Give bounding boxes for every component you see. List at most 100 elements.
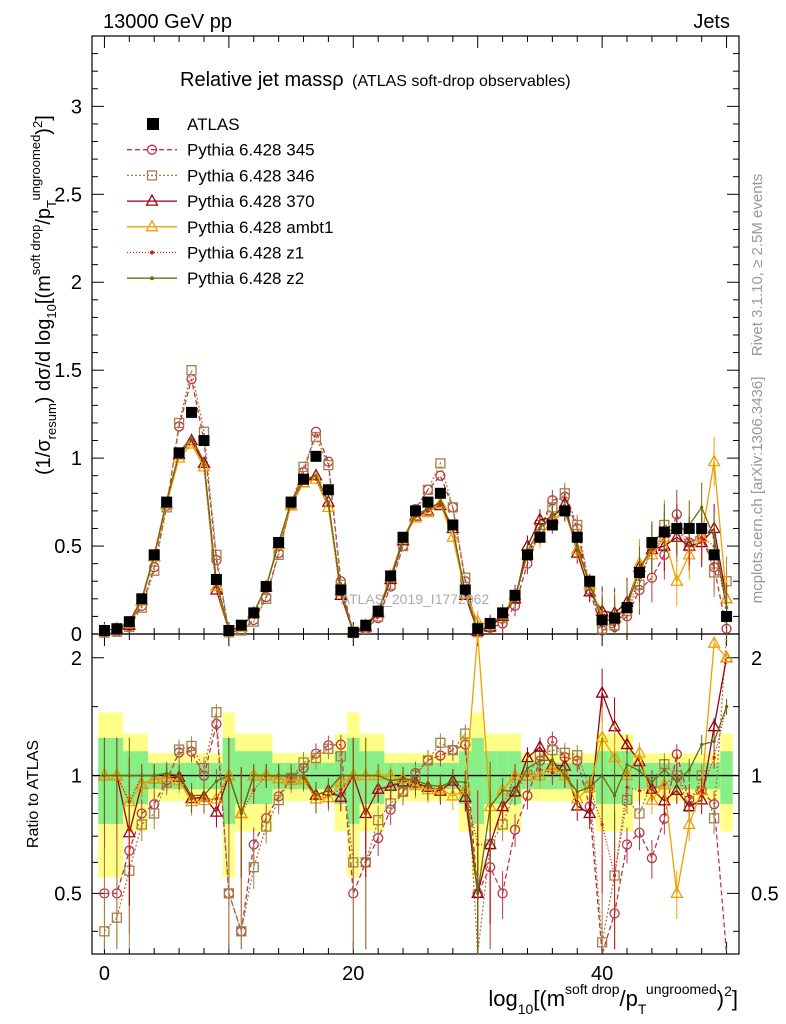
- atlas-point: [298, 473, 310, 485]
- atlas-point: [546, 519, 558, 531]
- ratio-y-tick-label: 0.5: [54, 883, 82, 905]
- atlas-point: [559, 505, 571, 517]
- series-1-point: [211, 549, 222, 561]
- series-1-ratio-point: [198, 762, 210, 774]
- atlas-point: [397, 531, 409, 543]
- series-1-ratio-point: [136, 819, 147, 830]
- ratio-y-tick-label: 1: [71, 766, 82, 788]
- x-axis-label: log10[(msoft drop/pTungroomed)2]: [488, 981, 738, 1017]
- legend-atlas-label: ATLAS: [187, 115, 240, 134]
- series-5-ratio-point: [351, 773, 355, 778]
- atlas-point: [509, 589, 521, 601]
- series-4-ratio-point: [214, 797, 219, 801]
- series-3-ratio-point: [707, 635, 721, 648]
- series-4-ratio-point: [700, 788, 704, 792]
- legend-atlas-marker: [147, 118, 159, 130]
- atlas-point: [148, 549, 160, 561]
- legend-label: Pythia 6.428 345: [187, 141, 315, 160]
- atlas-point: [658, 526, 670, 538]
- atlas-point: [161, 496, 173, 508]
- series-5-point: [438, 500, 442, 504]
- series-0-ratio-point: [509, 824, 521, 835]
- series-0-ratio-line: [104, 723, 728, 955]
- atlas-point: [434, 487, 446, 499]
- atlas-point: [322, 484, 334, 496]
- series-1-ratio-point: [211, 707, 222, 718]
- series-5-ratio-point: [550, 758, 554, 762]
- series-5-ratio-point: [140, 773, 144, 778]
- series-4-ratio-point: [637, 789, 642, 793]
- x-tick-label: 0: [99, 963, 110, 985]
- atlas-point: [123, 616, 135, 628]
- series-4-ratio-point: [376, 787, 380, 791]
- ratio-y-tick-label: 0.5: [751, 883, 779, 905]
- series-2-ratio-point: [595, 685, 609, 698]
- series-0-point: [310, 426, 322, 437]
- series-5-ratio-point: [339, 773, 343, 778]
- main-series: [97, 365, 734, 639]
- series-5-ratio-point: [401, 777, 405, 781]
- series-3-ratio-point: [632, 745, 647, 758]
- atlas-point: [459, 584, 471, 596]
- legend-label: Pythia 6.428 z1: [187, 244, 304, 263]
- series-5-ratio-point: [314, 793, 318, 797]
- series-1-ratio-point: [111, 912, 123, 923]
- rivet-label: Rivet 3.1.10, ≥ 2.5M events: [749, 174, 766, 357]
- series-4-point: [700, 535, 704, 539]
- atlas-point: [248, 607, 260, 619]
- series-5-ratio-point: [488, 804, 492, 809]
- y-tick-label: 1.5: [54, 360, 82, 382]
- mcplots-label: mcplots.cern.ch [arXiv:1306.3436]: [749, 377, 766, 604]
- series-3-point: [433, 496, 447, 509]
- series-3-point: [707, 454, 721, 467]
- atlas-point: [260, 581, 272, 593]
- series-5-ratio-point: [687, 768, 691, 772]
- ratio-y-tick-label: 1: [751, 766, 762, 788]
- atlas-point: [696, 522, 708, 534]
- series-5-ratio-point: [252, 773, 256, 778]
- legend-label: Pythia 6.428 346: [187, 166, 315, 185]
- series-0-ratio-point: [671, 749, 682, 760]
- series-1-point: [323, 460, 334, 471]
- series-5-ratio-point: [476, 891, 480, 895]
- y-tick-label: 1: [71, 448, 82, 470]
- series-3-point: [670, 573, 684, 586]
- atlas-point: [347, 626, 359, 638]
- series-1-point: [572, 519, 583, 531]
- ratio-y-tick-label: 2: [751, 648, 762, 670]
- series-5-ratio-point: [301, 773, 306, 778]
- series-3-ratio-point: [682, 817, 696, 830]
- series-2-point: [433, 498, 447, 511]
- series-1-ratio-point: [236, 926, 247, 937]
- series-1-ratio-point: [348, 857, 359, 868]
- series-5-ratio-point: [500, 788, 505, 792]
- series-5-point: [575, 544, 579, 548]
- series-5-ratio-point: [625, 762, 629, 767]
- series-0-line: [104, 378, 728, 634]
- series-4-ratio-point: [500, 804, 505, 809]
- series-1-ratio-point: [422, 755, 434, 766]
- chart-title: Relative jet massρ (ATLAS soft-drop obse…: [180, 69, 571, 91]
- series-2-point: [209, 582, 224, 595]
- series-3-point: [421, 505, 435, 518]
- atlas-point: [223, 624, 235, 636]
- y-axis-label: (1/σresum) dσ/d log10[(msoft drop/pTungr…: [28, 115, 59, 475]
- series-1-ratio-point: [447, 745, 458, 756]
- series-4-ratio-point: [687, 795, 691, 799]
- ratio-series: [97, 633, 734, 955]
- series-1-ratio-point: [310, 752, 322, 764]
- legend-marker: [146, 144, 158, 155]
- series-3-point: [321, 500, 336, 513]
- series-5-ratio-point: [575, 790, 579, 794]
- atlas-point: [335, 584, 347, 596]
- atlas-point: [609, 612, 621, 624]
- series-5-ratio-point: [177, 773, 181, 778]
- series-5-point: [426, 507, 430, 511]
- atlas-point: [98, 624, 110, 636]
- series-5-point: [712, 535, 716, 539]
- series-5-ratio-point: [700, 742, 704, 747]
- series-2-ratio-point: [209, 804, 224, 817]
- series-5-ratio-point: [451, 779, 455, 783]
- ratio-frame: [91, 633, 740, 955]
- series-5-ratio-point: [127, 773, 131, 778]
